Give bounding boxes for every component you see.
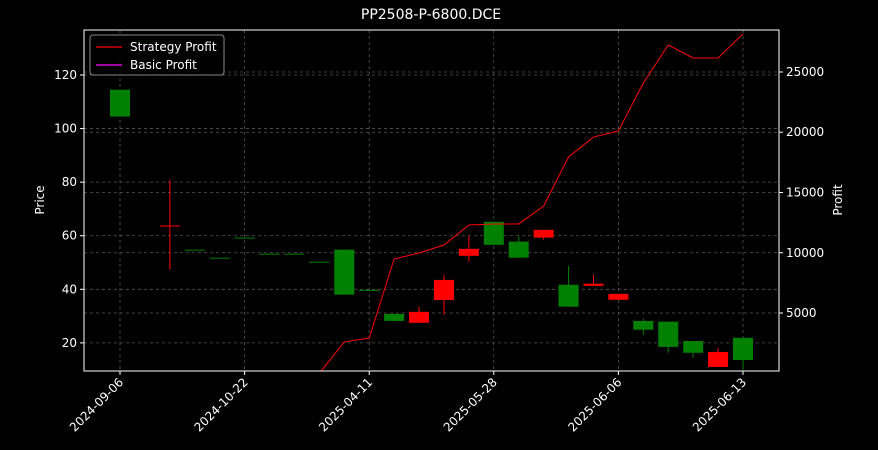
legend-label: Strategy Profit <box>130 40 217 54</box>
candle-body <box>209 257 230 259</box>
y-tick-label: 80 <box>62 175 77 189</box>
candle-body <box>184 249 205 251</box>
candle-body <box>259 253 280 255</box>
y-tick-label: 100 <box>54 122 77 136</box>
candle-body <box>359 289 380 291</box>
candle-body <box>483 221 504 245</box>
y2-tick-label: 25000 <box>786 65 824 79</box>
y2-tick-label: 20000 <box>786 125 824 139</box>
candle-body <box>683 340 704 353</box>
y-tick-label: 60 <box>62 229 77 243</box>
y2-tick-label: 10000 <box>786 246 824 260</box>
candle-body <box>458 248 479 256</box>
plot-frame <box>83 29 780 372</box>
candle-body <box>583 283 604 286</box>
candle-body <box>334 249 355 295</box>
chart-title: PP2508-P-6800.DCE <box>361 7 501 23</box>
candle-body <box>508 241 529 258</box>
candle-body <box>309 261 330 263</box>
y2-tick-label: 15000 <box>786 185 824 199</box>
candle-body <box>533 229 554 238</box>
candle-body <box>708 351 729 367</box>
y-tick-label: 120 <box>54 68 77 82</box>
candle-body <box>234 237 255 239</box>
y-axis-label: Price <box>33 185 47 214</box>
y2-axis-label: Profit <box>831 184 845 216</box>
candle-body <box>658 321 679 347</box>
candle-body <box>384 313 405 321</box>
candle-body <box>608 293 629 300</box>
candle-body <box>433 279 454 301</box>
candle-body <box>159 225 180 227</box>
candle-body <box>110 89 130 117</box>
y2-tick-label: 5000 <box>786 306 817 320</box>
candle-body <box>284 253 305 255</box>
candle-body <box>633 320 654 330</box>
candle-body <box>409 311 430 323</box>
candle-body <box>558 284 579 307</box>
plot-area <box>110 33 753 371</box>
y-tick-label: 40 <box>62 282 77 296</box>
y-tick-label: 20 <box>62 336 77 350</box>
candle-body <box>733 337 753 361</box>
legend-label: Basic Profit <box>130 58 197 72</box>
legend-box <box>89 34 225 76</box>
profit-line <box>320 33 744 371</box>
